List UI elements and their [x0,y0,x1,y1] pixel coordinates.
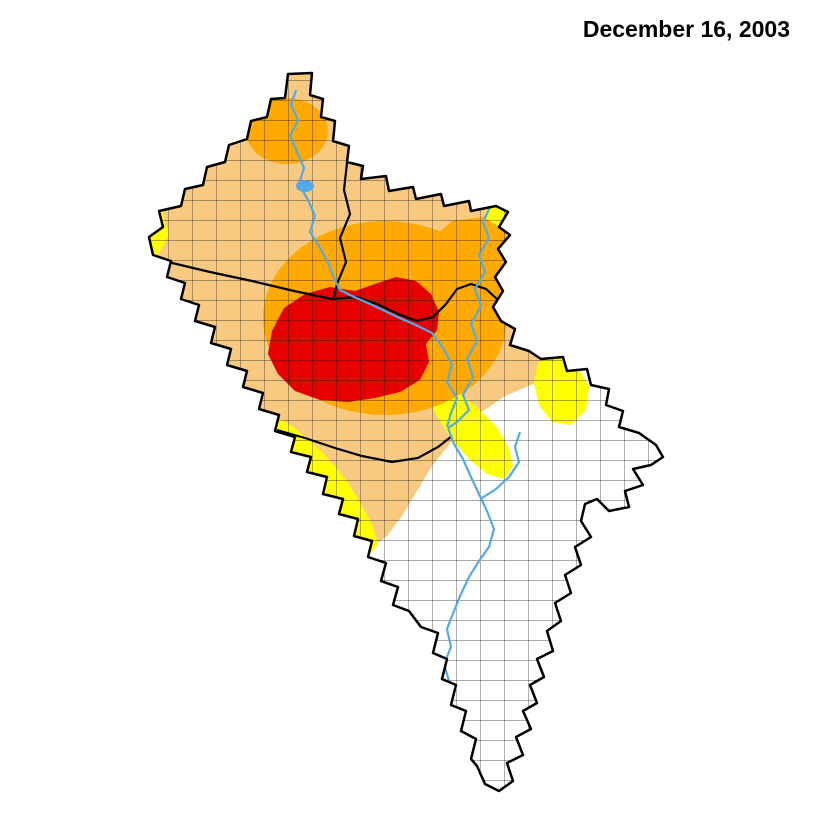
river-east-branch [481,431,522,499]
county-grid [149,73,663,791]
basin-outline [147,71,665,793]
subbasin-boundary-north [167,260,499,323]
lake [296,180,314,192]
river-upper [288,89,459,428]
date-label: December 16, 2003 [582,16,790,42]
drought-layers [149,73,663,791]
subbasin-boundary-south [276,428,453,464]
river-east-tributary [447,206,491,429]
